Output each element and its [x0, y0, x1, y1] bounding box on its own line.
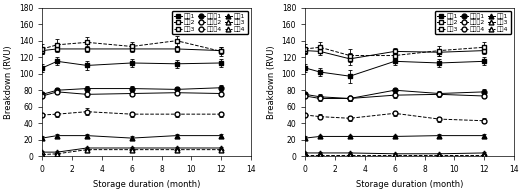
- X-axis label: Storage duration (month): Storage duration (month): [356, 180, 463, 189]
- Legend: 삼관1, 삼관2, 삼관3, 한가루1, 한가루2, 한가루4, 신길1, 신길3, 신길4: 삼관1, 삼관2, 삼관3, 한가루1, 한가루2, 한가루4, 신길1, 신길…: [435, 11, 511, 34]
- X-axis label: Storage duration (month): Storage duration (month): [93, 180, 200, 189]
- Y-axis label: Breakdown (RVU): Breakdown (RVU): [4, 45, 13, 119]
- Legend: 삼관1, 삼관2, 삼관3, 한가루1, 한가루2, 한가루4, 신길1, 신길3, 신길4: 삼관1, 삼관2, 삼관3, 한가루1, 한가루2, 한가루4, 신길1, 신길…: [172, 11, 248, 34]
- Y-axis label: Breakdown (RVU): Breakdown (RVU): [267, 45, 276, 119]
